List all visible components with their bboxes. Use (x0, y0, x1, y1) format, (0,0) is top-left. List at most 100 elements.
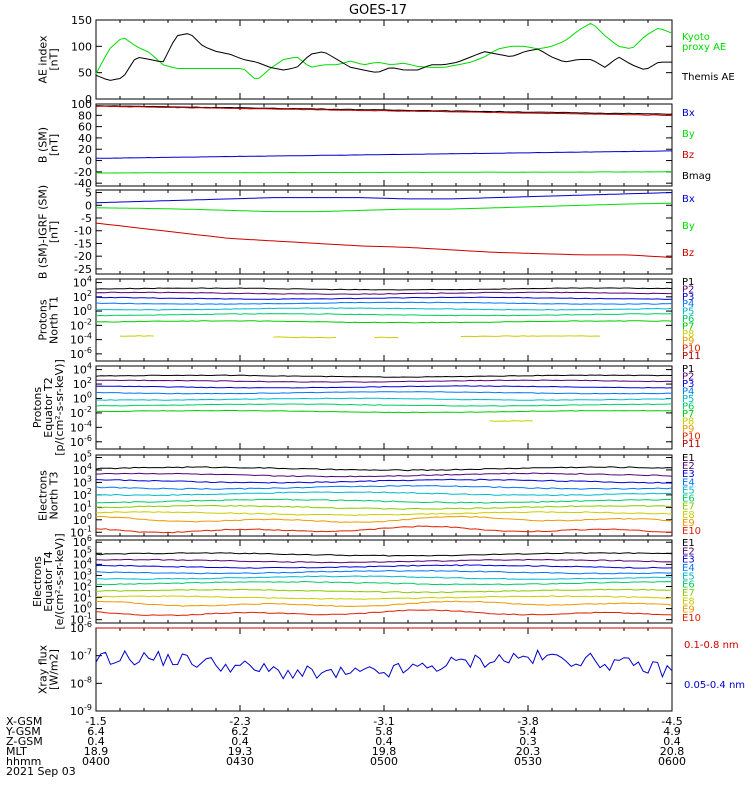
footer-value-hhmm: 0400 (82, 755, 110, 768)
legend-e4: E4 (682, 477, 695, 488)
legend-p1: P1 (682, 364, 694, 375)
footer-value-z: 0.4 (375, 735, 393, 748)
legend-bmag: Bmag (682, 171, 711, 182)
legend-bx: Bx (682, 194, 695, 205)
panel-frame (95, 103, 673, 187)
series-line-e7 (95, 504, 673, 510)
series-line-p1 (95, 287, 673, 291)
legend-e10: E10 (682, 526, 701, 537)
series-line-p3 (95, 296, 673, 300)
y-tick-label: 50 (78, 67, 92, 80)
legend-p3: P3 (682, 379, 694, 390)
y-tick-label: 80 (78, 109, 92, 122)
series-line-e5 (95, 575, 673, 580)
legend-p2: P2 (682, 284, 694, 295)
footer-value-z: 0.4 (231, 735, 249, 748)
legend-p3: P3 (682, 292, 694, 303)
y-tick-label: 10-6 (70, 620, 92, 635)
y-tick-label: 104 (73, 275, 92, 290)
series-line-p6 (95, 313, 673, 317)
legend-by: By (682, 129, 695, 140)
panel-frame (95, 627, 673, 712)
legend-e5: E5 (682, 571, 695, 582)
legend-e3: E3 (682, 555, 695, 566)
legend-e6: E6 (682, 494, 695, 505)
series-line-p3 (95, 385, 673, 389)
series-line-e5 (96, 491, 673, 497)
y-axis-label: North T1 (48, 296, 61, 344)
y-tick-label: 103 (73, 474, 92, 489)
footer-value-x: -4.5 (661, 715, 682, 728)
y-axis-label: B (SM)-IGRF (SM) (37, 185, 50, 279)
series-line-e7 (95, 588, 673, 594)
footer-value-mlt: 18.9 (84, 745, 109, 758)
y-tick-label: 10-1 (70, 612, 92, 627)
panel-frame (95, 278, 673, 362)
y-tick-label: 60 (78, 121, 92, 134)
y-tick-label: 40 (78, 132, 92, 145)
footer-value-x: -1.5 (85, 715, 106, 728)
y-tick-label: 102 (73, 289, 92, 304)
series-line-e1 (95, 552, 673, 557)
legend-bx: Bx (682, 108, 695, 119)
footer-value-y: 5.8 (375, 725, 393, 738)
legend-kyoto: Kyoto (682, 32, 710, 43)
legend-e7: E7 (682, 588, 695, 599)
legend-e7: E7 (682, 502, 695, 513)
series-line-p2 (96, 379, 673, 383)
y-tick-label: 10-2 (70, 317, 92, 332)
y-axis-label: [nT] (48, 48, 61, 70)
y-tick-label: -25 (74, 263, 92, 276)
footer-label: Y-GSM (5, 725, 41, 738)
y-axis-label: Xray flux (37, 644, 50, 694)
series-line-e8 (96, 511, 673, 517)
legend-p7: P7 (682, 409, 694, 420)
series-line-p4 (95, 391, 673, 395)
series-line-bz (95, 105, 672, 116)
legend-0-1-0-8-nm: 0.1-0.8 nm (684, 640, 739, 651)
series-line-p8-seg2 (374, 336, 399, 339)
legend-e9: E9 (682, 605, 695, 616)
series-line-e4 (95, 484, 673, 490)
y-tick-label: 100 (71, 98, 92, 111)
series-line-p8-seg0 (489, 420, 533, 422)
footer-value-y: 6.2 (231, 725, 249, 738)
y-tick-label: 100 (73, 390, 92, 405)
series-line-e9 (95, 515, 673, 523)
footer-value-hhmm: 0530 (514, 755, 542, 768)
legend-p8: P8 (682, 329, 694, 340)
series-line-e8 (95, 595, 673, 600)
y-tick-label: -20 (74, 250, 92, 263)
series-line-p1 (95, 374, 673, 378)
panel-frame (95, 189, 673, 275)
y-tick-label: 10-7 (70, 648, 92, 663)
footer-value-hhmm: 0500 (370, 755, 398, 768)
series-line-e1 (95, 466, 673, 472)
series-line-e2 (95, 558, 673, 564)
y-tick-label: 10-1 (70, 524, 92, 539)
legend-e6: E6 (682, 580, 695, 591)
legend-p10: P10 (682, 432, 701, 443)
y-axis-label: [nT] (48, 221, 61, 243)
legend-p4: P4 (682, 299, 694, 310)
y-tick-label: 102 (73, 376, 92, 391)
legend-0-05-0-4-nm: 0.05-0.4 nm (684, 680, 745, 691)
series-line-bx (96, 150, 672, 159)
legend-p11: P11 (682, 439, 701, 450)
y-axis-label: [W/m2] (48, 649, 61, 690)
y-tick-label: 10-9 (70, 703, 92, 718)
series-line-e3 (95, 564, 673, 569)
series-line-p8-seg0 (119, 335, 154, 337)
legend-p1: P1 (682, 277, 694, 288)
y-tick-label: 0 (85, 155, 92, 168)
y-tick-label: -40 (74, 177, 92, 190)
legend-e2: E2 (682, 546, 695, 557)
series-line-p8-seg1 (273, 336, 337, 339)
panel-frame (95, 365, 673, 450)
